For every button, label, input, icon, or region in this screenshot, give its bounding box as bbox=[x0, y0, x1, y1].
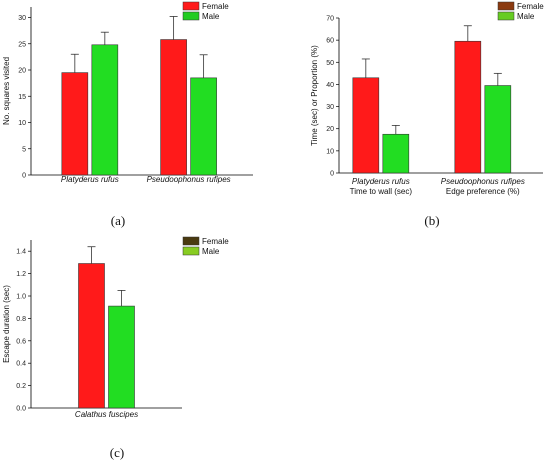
x-category-sublabel: Time to wall (sec) bbox=[350, 187, 413, 196]
legend-swatch bbox=[182, 246, 200, 256]
bar-male bbox=[484, 85, 512, 174]
y-tick-label: 5 bbox=[22, 146, 26, 153]
chart-panel-3: 0.0 0.2 0.4 0.6 0.8 1.0 1.2 1.4 Escape duration … bbox=[2, 236, 229, 460]
y-tick-label: 0 bbox=[330, 171, 334, 178]
y-tick-label: 30 bbox=[18, 15, 26, 22]
y-axis-label: Escape duration (sec) bbox=[2, 285, 11, 363]
legend-label: Male bbox=[517, 12, 535, 21]
x-category-label: Pseudoophonus rufipes bbox=[147, 175, 231, 184]
y-tick-label: 30 bbox=[326, 104, 334, 111]
legend-swatch bbox=[182, 1, 200, 11]
y-tick-label: 10 bbox=[326, 148, 334, 155]
bar-female bbox=[352, 77, 380, 174]
chart-panel-2: 0 10 20 30 40 50 60 70 Time (sec) or Proportion … bbox=[310, 1, 544, 228]
bar-female bbox=[78, 263, 105, 409]
bar-male bbox=[382, 133, 410, 174]
x-category-sublabel: Edge preference (%) bbox=[446, 187, 520, 196]
y-tick-label: 20 bbox=[326, 126, 334, 133]
bar-male bbox=[108, 305, 135, 409]
bar-male bbox=[91, 44, 119, 176]
y-tick-label: 40 bbox=[326, 82, 334, 89]
y-tick-label: 20 bbox=[18, 68, 26, 75]
panel-label: (b) bbox=[424, 213, 439, 228]
y-tick-label: 25 bbox=[18, 41, 26, 48]
y-tick-label: 0 bbox=[22, 173, 26, 180]
legend-swatch bbox=[182, 11, 200, 21]
y-tick-label: 1.4 bbox=[16, 249, 26, 256]
bar-female bbox=[454, 40, 482, 174]
bar-male bbox=[190, 77, 217, 176]
bar-female bbox=[160, 39, 187, 176]
y-tick-label: 0.4 bbox=[16, 361, 26, 368]
y-tick-label: 0.2 bbox=[16, 383, 26, 390]
bar-female bbox=[61, 72, 89, 176]
legend-swatch bbox=[182, 236, 200, 246]
y-tick-label: 1.2 bbox=[16, 271, 26, 278]
chart-panel-1: 0 5 10 15 20 25 30 No. squares visited Platyderu… bbox=[2, 1, 253, 228]
legend-label: Male bbox=[202, 12, 220, 21]
panel-label: (c) bbox=[110, 445, 124, 460]
legend-label: Male bbox=[202, 247, 220, 256]
legend-swatch bbox=[497, 11, 515, 21]
y-tick-label: 15 bbox=[18, 94, 26, 101]
y-axis-label: No. squares visited bbox=[2, 57, 11, 125]
y-tick-label: 50 bbox=[326, 60, 334, 67]
y-tick-label: 0.0 bbox=[16, 406, 26, 413]
x-category-label: Calathus fuscipes bbox=[75, 410, 138, 419]
y-tick-label: 60 bbox=[326, 38, 334, 45]
x-category-label: Platyderus rufus bbox=[352, 177, 410, 186]
legend-label: Female bbox=[202, 2, 229, 11]
y-tick-label: 0.8 bbox=[16, 316, 26, 323]
x-category-label: Pseudoophonus rufipes bbox=[441, 177, 525, 186]
legend-swatch bbox=[497, 1, 515, 11]
x-category-label: Platyderus rufus bbox=[61, 175, 119, 184]
y-tick-label: 10 bbox=[18, 120, 26, 127]
legend-label: Female bbox=[517, 2, 544, 11]
y-axis-label: Time (sec) or Proportion (%) bbox=[310, 45, 319, 146]
panel-label: (a) bbox=[111, 213, 125, 228]
y-tick-label: 0.6 bbox=[16, 338, 26, 345]
y-tick-label: 70 bbox=[326, 16, 334, 23]
y-tick-label: 1.0 bbox=[16, 294, 26, 301]
legend-label: Female bbox=[202, 237, 229, 246]
